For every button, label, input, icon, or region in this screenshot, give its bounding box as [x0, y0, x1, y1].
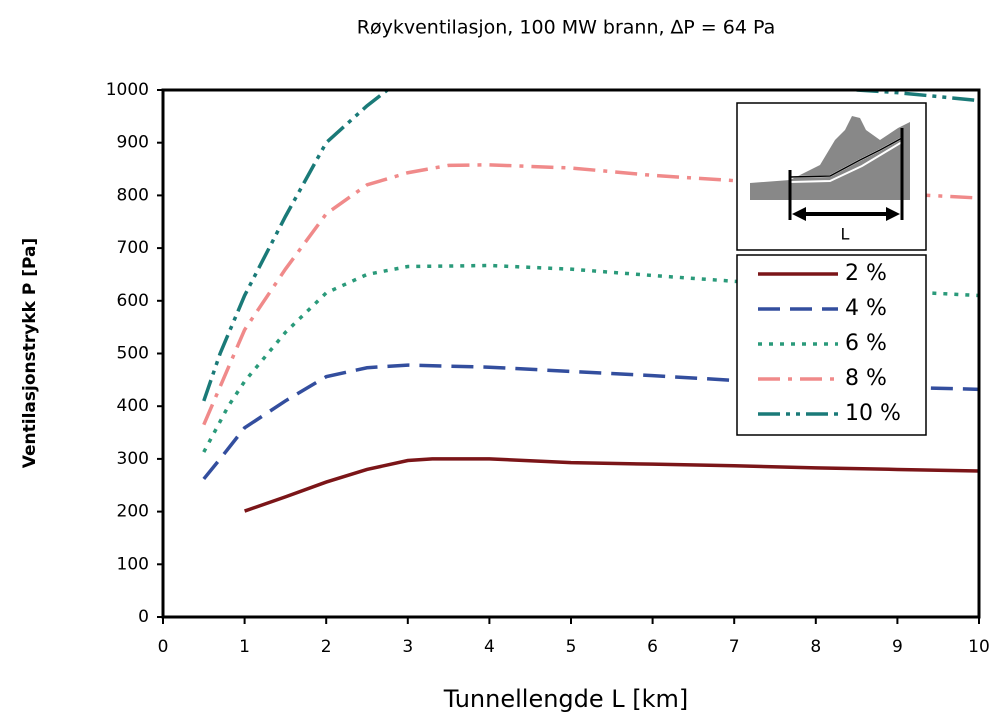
x-tick-label: 6 [647, 637, 658, 657]
legend-label: 6 % [845, 331, 887, 356]
legend-box [736, 254, 927, 436]
inset-label: L [841, 225, 850, 244]
y-tick-label: 600 [117, 291, 149, 311]
y-tick-label: 700 [117, 238, 149, 258]
x-tick-label: 5 [566, 637, 577, 657]
inset: L [736, 102, 927, 251]
series-line [244, 457, 979, 513]
x-tick-label: 0 [158, 637, 169, 657]
inset-mountain [750, 116, 910, 200]
y-tick-label: 300 [117, 449, 149, 469]
y-tick-label: 800 [117, 185, 149, 205]
series-line [202, 363, 979, 481]
x-tick-label: 3 [402, 637, 413, 657]
inset-tunnel-line [789, 137, 903, 178]
legend-label: 4 % [845, 296, 887, 321]
x-tick-label: 8 [810, 637, 821, 657]
y-tick-label: 1000 [106, 80, 149, 100]
y-tick-label: 500 [117, 344, 149, 364]
y-tick-label: 900 [117, 133, 149, 153]
chart-title: Røykventilasjon, 100 MW brann, ∆P = 64 P… [357, 17, 775, 39]
legend-label: 2 % [845, 261, 887, 286]
x-axis-label: Tunnellengde L [km] [443, 685, 689, 713]
y-tick-label: 100 [117, 554, 149, 574]
y-axis-label: Ventilasjonstrykk P [Pa] [20, 238, 40, 468]
x-tick-label: 4 [484, 637, 495, 657]
x-tick-label: 10 [968, 637, 990, 657]
y-tick-label: 0 [138, 607, 149, 627]
x-tick-label: 2 [321, 637, 332, 657]
y-tick-label: 200 [117, 502, 149, 522]
x-tick-label: 1 [239, 637, 250, 657]
x-tick-label: 9 [892, 637, 903, 657]
x-tick-label: 7 [729, 637, 740, 657]
legend-label: 10 % [845, 401, 901, 426]
legend-label: 8 % [845, 366, 887, 391]
y-tick-label: 400 [117, 396, 149, 416]
